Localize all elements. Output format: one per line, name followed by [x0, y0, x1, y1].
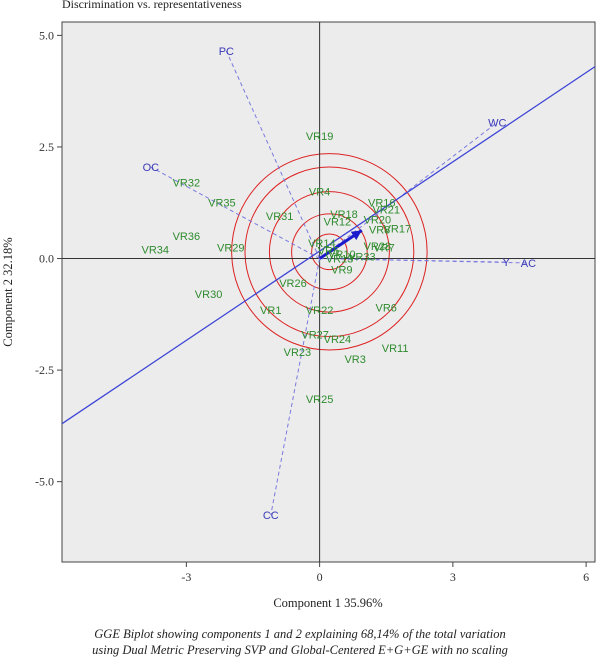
- x-tick-label: 0: [317, 570, 323, 584]
- genotype-label-vr33: VR33: [348, 251, 376, 263]
- y-axis-title: Component 2 32.18%: [1, 237, 15, 346]
- genotype-label-vr8: VR8: [369, 225, 390, 237]
- genotype-label-vr13: VR13: [326, 254, 354, 266]
- genotype-label-vr4: VR4: [309, 187, 330, 199]
- environment-vector-wc: [319, 122, 498, 259]
- genotype-label-vr14: VR14: [308, 238, 336, 250]
- average-environment-axis: [61, 66, 596, 425]
- genotype-label-vr16: VR16: [368, 198, 396, 210]
- genotype-label-vr7: VR7: [373, 242, 394, 254]
- environment-label-oc: OC: [143, 162, 160, 174]
- genotype-label-vr18: VR18: [330, 209, 358, 221]
- concentric-circle-2: [291, 213, 368, 291]
- concentric-circle-1: [311, 233, 348, 271]
- aec-line: [61, 66, 596, 425]
- genotype-label-vr22: VR22: [306, 305, 334, 317]
- genotype-label-vr19: VR19: [306, 131, 334, 143]
- genotype-label-vr21: VR21: [372, 204, 400, 216]
- genotype-label-vr29: VR29: [217, 242, 245, 254]
- environment-label-wc: WC: [488, 117, 506, 129]
- genotype-label-vr27: VR27: [301, 329, 329, 341]
- environment-vector-cc: [270, 258, 321, 516]
- genotype-label-vr32: VR32: [173, 178, 201, 190]
- genotype-label-vr20: VR20: [364, 215, 392, 227]
- genotype-label-vr5: VR5: [318, 245, 339, 257]
- genotype-label-vr31: VR31: [266, 211, 294, 223]
- mean-environment-arrow-head: [350, 230, 362, 241]
- caption-line-2: using Dual Metric Preserving SVP and Glo…: [92, 643, 508, 657]
- genotype-label-vr23: VR23: [284, 347, 312, 359]
- genotype-label-vr3: VR3: [344, 354, 365, 366]
- genotype-label-vr9: VR9: [331, 265, 352, 277]
- x-tick-label: -3: [181, 570, 191, 584]
- figure-caption: GGE Biplot showing components 1 and 2 ex…: [0, 626, 600, 658]
- genotype-label-vr26: VR26: [279, 278, 307, 290]
- caption-line-1: GGE Biplot showing components 1 and 2 ex…: [94, 627, 506, 641]
- environment-label-cc: CC: [263, 510, 279, 522]
- environment-vector-oc: [150, 166, 320, 259]
- chart-title: Discrimination vs. representativeness: [62, 0, 242, 11]
- concentric-circle-4: [244, 166, 415, 338]
- environment-label-y: Y: [502, 257, 510, 269]
- y-tick-label: 0.0: [39, 252, 54, 266]
- genotype-label-vr34: VR34: [142, 245, 170, 257]
- genotype-label-vr6: VR6: [376, 303, 397, 315]
- genotype-label-vr28: VR28: [364, 241, 392, 253]
- plot-area: [61, 21, 596, 563]
- genotype-label-vr36: VR36: [173, 231, 201, 243]
- environment-label-ac: AC: [521, 258, 536, 270]
- concentric-circle-5: [231, 153, 428, 351]
- genotype-label-vr30: VR30: [195, 289, 223, 301]
- genotype-label-vr1: VR1: [260, 305, 281, 317]
- genotype-label-vr17: VR17: [384, 224, 412, 236]
- genotype-label-vr35: VR35: [208, 198, 236, 210]
- concentric-circle-3: [268, 191, 390, 313]
- genotype-label-vr11: VR11: [382, 343, 409, 355]
- axis-ticks: -3 0 3 6 -5.0 -2.5 0.0 2.5 5.0: [35, 28, 589, 584]
- environment-vector-pc: [225, 50, 321, 259]
- genotype-label-vr10: VR10: [328, 249, 356, 261]
- x-tick-label: 6: [583, 570, 589, 584]
- y-tick-label: 5.0: [39, 28, 54, 42]
- y-tick-label: -5.0: [35, 475, 54, 489]
- genotype-label-vr12: VR12: [324, 216, 352, 228]
- y-tick-label: -2.5: [35, 363, 54, 377]
- genotype-label-vr25: VR25: [306, 394, 334, 406]
- environment-vectors: [150, 50, 529, 516]
- x-tick-label: 3: [450, 570, 456, 584]
- environment-label-pc: PC: [219, 46, 234, 58]
- genotype-label-vr24: VR24: [324, 334, 352, 346]
- x-axis-title: Component 1 35.96%: [273, 596, 382, 610]
- y-tick-label: 2.5: [39, 140, 54, 154]
- concentric-circles: [231, 153, 428, 351]
